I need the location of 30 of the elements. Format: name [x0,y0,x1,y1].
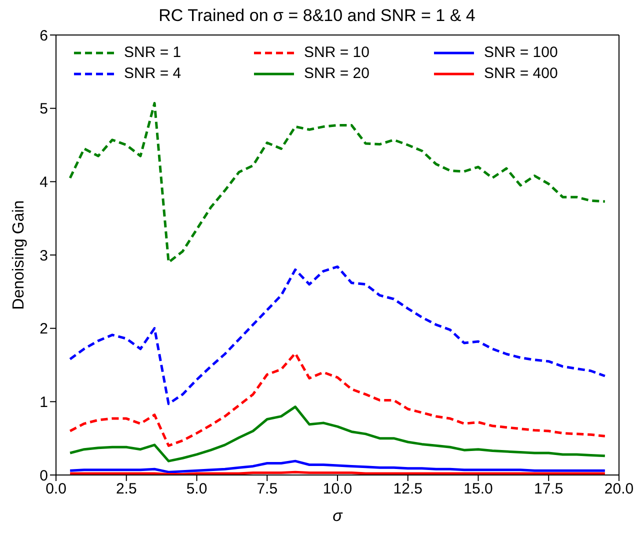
y-tick-label: 6 [40,27,48,44]
legend-label: SNR = 1 [124,44,182,61]
x-tick-label: 2.5 [116,480,137,498]
x-tick-label: 7.5 [256,480,278,498]
legend-label: SNR = 20 [304,65,370,82]
line-series [68,352,606,447]
line-series [68,460,606,474]
y-tick-label: 1 [40,394,48,411]
y-tick-label: 3 [40,247,48,264]
x-tick-label: 10.0 [322,480,352,498]
legend-label: SNR = 100 [484,44,558,61]
line-series [68,406,606,462]
line-series [68,102,606,264]
legend-label: SNR = 10 [304,44,370,61]
x-tick-label: 17.5 [534,480,564,498]
y-axis-title: Denoising Gain [10,200,28,310]
x-axis-title: σ [332,508,344,525]
y-tick-label: 5 [40,100,48,118]
legend-label: SNR = 400 [484,65,558,82]
x-tick-label: 12.5 [393,480,422,498]
x-tick-label: 0.0 [46,480,66,498]
y-tick-label: 2 [40,320,48,338]
y-tick-label: 0 [40,467,48,484]
x-tick-label: 20.0 [604,480,634,498]
legend-label: SNR = 4 [124,65,182,82]
chart-title: RC Trained on σ = 8&10 and SNR = 1 & 4 [158,6,476,27]
line-series [68,265,606,406]
x-tick-label: 15.0 [464,480,493,498]
y-tick-label: 4 [40,174,48,191]
x-tick-label: 5.0 [186,480,208,498]
